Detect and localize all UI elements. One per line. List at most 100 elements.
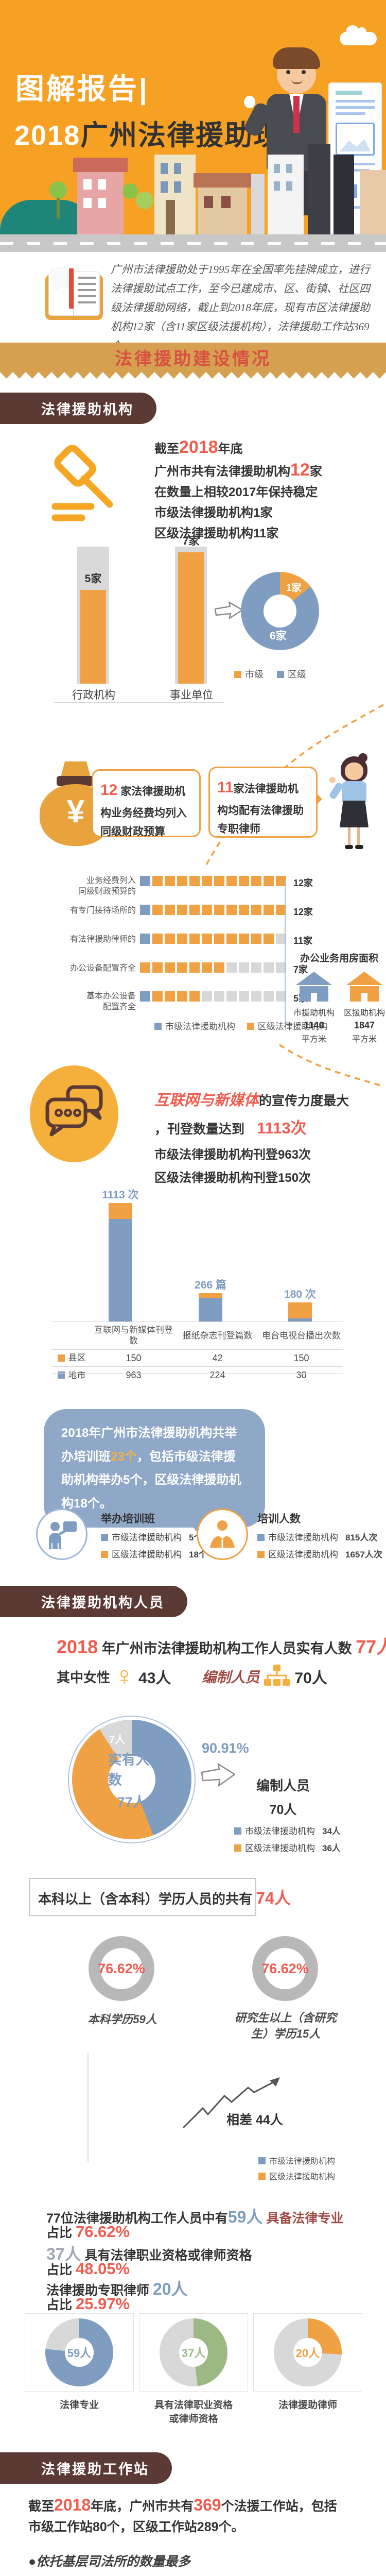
internet-line1: 互联网与新媒体的宣传力度最大	[154, 1092, 349, 1109]
pictogram-square	[165, 905, 175, 915]
table-corner-cell	[51, 1321, 92, 1349]
dashed-curve-decoration	[279, 1044, 383, 1087]
pictogram-square	[152, 991, 163, 1002]
pictogram-square	[152, 962, 163, 973]
stacked-bar	[288, 1302, 312, 1321]
pictogram-square	[165, 991, 175, 1002]
gavel-icon	[51, 445, 113, 521]
bar-fill	[80, 590, 106, 684]
pictogram-square	[276, 876, 286, 886]
pictogram-legend: 市级法律援助机构 区级法律援助机构	[154, 1019, 328, 1032]
qualification-panel: 20人	[253, 2313, 362, 2392]
pictogram-row: 有专门接待场所的 12家	[37, 905, 325, 928]
pictogram-square	[251, 962, 261, 973]
table-row-legend: 地市	[51, 1366, 92, 1384]
donut-center-value: 59人	[67, 2347, 92, 2360]
org-summary-line5: 区级法律援助机构11家	[154, 527, 279, 540]
org-chart-icon	[264, 1665, 290, 1686]
pictogram-row: 业务经费列入 同级财政预算的 12家	[37, 876, 325, 900]
pictogram-square	[177, 934, 187, 944]
pill-personnel: 法律援助机构人员	[0, 1586, 187, 1617]
zigzag-growth-arrow	[182, 2077, 280, 2129]
bachelor-ring: 76.62%	[89, 1936, 154, 2001]
row-name: 地市	[68, 1370, 86, 1380]
pictogram-square	[239, 962, 249, 973]
presenter-icon	[49, 1521, 77, 1549]
stat-item: 市级法律援助机构 815人次	[257, 1530, 382, 1543]
publicity-stacked-bar-chart: 1113 次 266 篇 180 次互联网与新媒体刊登数 报纸杂志刊登篇数 电台电视台播…	[0, 1185, 386, 1380]
qualification-donut-charts: 59人 法律专业 37人 具有法律职业资格 或律师资格 20人 法律援助律师	[0, 2313, 386, 2425]
bachelor-ring-label: 本科学历59人	[87, 2013, 157, 2026]
trainees-stats: 培训人数 市级法律援助机构 815人次 区级法律援助机构 1657人次	[257, 1511, 382, 1560]
table-value-cell: 150	[259, 1349, 343, 1367]
legend-swatch-blue	[277, 671, 284, 678]
district-house-icon	[346, 972, 382, 1002]
office-area-district-label: 区援助机构	[343, 1009, 385, 1018]
pictogram-row-label: 基本办公设备 配置齐全	[86, 992, 136, 1011]
workstation-bullet: ●依托基层司法所的数量最多	[28, 2554, 191, 2569]
row-name: 县区	[68, 1353, 86, 1363]
pictogram-square	[177, 962, 187, 973]
qualification-donut-chart: 20人	[274, 2318, 342, 2386]
org-summary-line1: 截至2018年底	[154, 437, 243, 457]
donut-center-value: 37人	[181, 2347, 206, 2360]
bullet-dot: ●	[28, 2554, 37, 2569]
pictogram-square	[239, 934, 249, 944]
stat-item: 市级法律援助机构 5个	[101, 1530, 207, 1543]
org-type-bar-chart: 5家 行政机构 7家 事业单位	[54, 535, 224, 703]
pictogram-squares	[140, 934, 288, 946]
qualification-donut-chart: 37人	[160, 2318, 227, 2386]
office-area-district-unit: 平方米	[352, 1035, 377, 1044]
bar-category-label: 事业单位	[170, 689, 213, 701]
header-banner: 图解报告| 2018广州法律援助现状	[0, 0, 386, 234]
donut-center-value: 20人	[295, 2347, 320, 2360]
pictogram-square	[226, 991, 237, 1002]
pictogram-square	[276, 934, 286, 944]
pictogram-square	[214, 991, 224, 1002]
pictogram-square	[251, 934, 261, 944]
office-area-panel: 办公业务用房面积 市援助机构 1140 平方米 区援助机构 1847 平方米	[292, 951, 386, 1044]
legend-item: 区级法律援助机构	[247, 1022, 328, 1031]
arrow-icon	[214, 601, 243, 619]
pictogram-square	[189, 876, 200, 886]
publicity-data-table: 互联网与新媒体刊登数 报纸杂志刊登篇数 电台电视台播出次数 县区 150 42 150 地市 9…	[51, 1321, 343, 1384]
donut-center-value: 77人	[117, 1794, 147, 1810]
pictogram-square	[189, 991, 200, 1002]
qualification-panel: 37人	[139, 2313, 248, 2392]
pill-legal-aid-orgs: 法律援助机构	[0, 393, 156, 424]
degree-stacked-hbar-chart: 相差 44人 市级法律援助机构 区级法律援助机构	[0, 2053, 386, 2181]
pill-workstations: 法律援助工作站	[0, 2452, 172, 2484]
gray-slice-label: 7人	[109, 1734, 126, 1745]
pictogram-square	[189, 934, 200, 944]
pictogram-square	[264, 962, 274, 973]
table-header-cell: 互联网与新媒体刊登数	[92, 1321, 176, 1349]
pictogram-square	[226, 934, 237, 944]
qualification-notes: 77位法律援助机构工作人员中有59人 具备法律专业 占比 76.62% 37人 …	[46, 2208, 344, 2313]
stacked-bar-top-segment	[109, 1203, 132, 1219]
office-area-city-unit: 平方米	[301, 1035, 326, 1044]
arrow-icon	[201, 1763, 236, 1787]
table-value-cell: 30	[259, 1366, 343, 1384]
city-house-icon	[296, 972, 332, 1002]
pictogram-square	[264, 991, 274, 1002]
pictogram-square	[140, 934, 150, 944]
chat-blob	[30, 1065, 118, 1162]
internet-line3: 市级法律援助机构刊登963次	[154, 1148, 311, 1162]
stacked-bar-total-label: 180 次	[284, 1289, 316, 1300]
pictogram-square	[276, 905, 286, 915]
pictogram-square	[202, 905, 212, 915]
intro-section: 广州市法律援助处于1995年在全国率先挂牌成立，进行法律援助试点工作，至今已建成…	[0, 260, 386, 352]
donut-label-city: 1家	[286, 583, 302, 594]
degree-box: 本科以上（含本科）学历人员的共有 74人	[29, 1878, 291, 1916]
pictogram-square	[202, 934, 212, 944]
pictogram-square	[239, 876, 249, 886]
table-header-cell: 报纸杂志刊登篇数	[176, 1321, 259, 1349]
org-donut-chart: 1家 6家	[241, 572, 319, 650]
pictogram-count: 12家	[293, 878, 313, 888]
legend-item: 区级	[277, 667, 306, 681]
trainees-title: 培训人数	[257, 1513, 301, 1525]
donut-label-district: 6家	[270, 630, 287, 642]
stacked-bar-total-label: 1113 次	[102, 1189, 139, 1201]
donut-center-label: 实有人数	[108, 1752, 150, 1788]
